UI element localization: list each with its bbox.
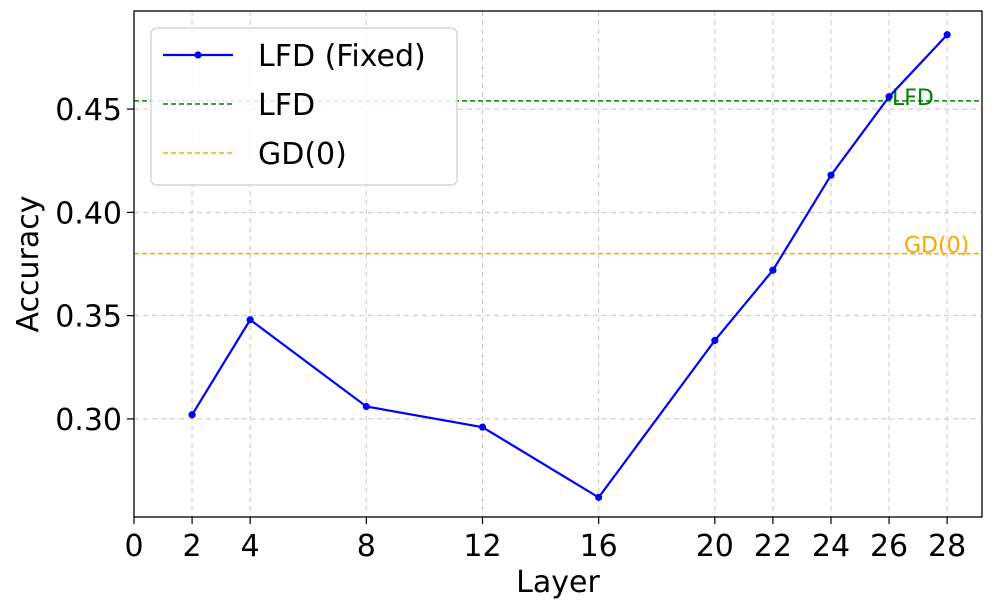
data-point: [769, 266, 777, 274]
legend-marker: [194, 51, 202, 59]
reference-lines: LFD GD(0): [134, 86, 982, 259]
data-point: [478, 423, 487, 431]
plot-frame: [133, 10, 983, 518]
y-tick-label: 0.40: [55, 196, 122, 231]
series-line: [191, 33, 948, 499]
x-tick-label: 16: [580, 529, 618, 564]
x-tick-label: 4: [241, 529, 260, 564]
legend-box: [150, 27, 458, 186]
data-point: [246, 316, 254, 324]
legend-entry-gd0: GD(0): [163, 137, 347, 172]
x-tick-label: 0: [124, 529, 143, 564]
y-tick-label: 0.35: [55, 300, 122, 335]
data-point: [827, 171, 835, 179]
ticks: 0 2 4 8 12 16 20 22 24 26 280.300.350.400.45: [55, 93, 966, 564]
x-tick-label: 22: [754, 529, 792, 564]
x-tick-label: 28: [928, 529, 966, 564]
x-tick-label: 12: [463, 529, 501, 564]
reference-line-label: GD(0): [904, 234, 969, 259]
x-tick-label: 8: [357, 529, 376, 564]
reference-line-label: LFD: [892, 86, 934, 111]
x-tick-label: 26: [870, 529, 908, 564]
legend-entry-lfd: LFD: [163, 88, 315, 123]
legend: LFD (Fixed) LFD GD(0): [150, 27, 458, 186]
legend-entry-lfd-fixed: LFD (Fixed): [163, 39, 426, 74]
x-axis-title: Layer: [516, 565, 600, 600]
data-point: [595, 493, 603, 501]
x-tick-label: 24: [812, 529, 850, 564]
data-point: [188, 411, 196, 419]
x-tick-label: 2: [183, 529, 202, 564]
data-point: [885, 93, 893, 101]
data-point: [362, 402, 370, 411]
data-point: [711, 336, 719, 345]
data-point: [943, 31, 951, 39]
legend-label: GD(0): [258, 137, 347, 172]
y-tick-label: 0.30: [55, 403, 122, 438]
legend-label: LFD: [258, 88, 315, 123]
x-tick-label: 20: [696, 529, 734, 564]
y-tick-label: 0.45: [55, 93, 122, 128]
legend-label: LFD (Fixed): [258, 39, 426, 74]
y-axis-title: Accuracy: [11, 196, 46, 333]
series: [188, 31, 951, 501]
